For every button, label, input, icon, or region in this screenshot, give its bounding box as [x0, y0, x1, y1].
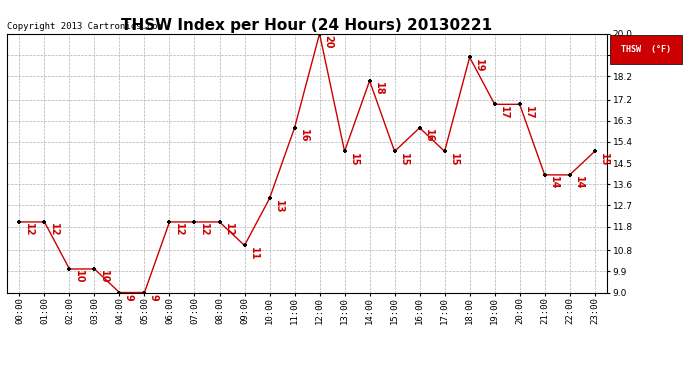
Text: 15: 15 — [348, 153, 359, 166]
Point — [64, 266, 75, 272]
Point — [39, 219, 50, 225]
Point — [539, 172, 550, 178]
Text: 9: 9 — [124, 294, 134, 301]
Point — [514, 101, 525, 107]
Point — [289, 125, 300, 131]
Text: Copyright 2013 Cartronics.com: Copyright 2013 Cartronics.com — [7, 22, 163, 31]
Text: 9: 9 — [148, 294, 159, 301]
Point — [114, 290, 125, 296]
Point — [164, 219, 175, 225]
Text: 12: 12 — [174, 224, 184, 237]
Text: 17: 17 — [499, 106, 509, 119]
Point — [264, 195, 275, 201]
Text: 20: 20 — [324, 35, 334, 49]
Text: 12: 12 — [199, 224, 208, 237]
Point — [489, 101, 500, 107]
Text: 15: 15 — [599, 153, 609, 166]
Text: 16: 16 — [424, 129, 434, 143]
Point — [14, 219, 25, 225]
Text: 11: 11 — [248, 247, 259, 260]
Point — [589, 148, 600, 154]
Text: 13: 13 — [274, 200, 284, 213]
FancyBboxPatch shape — [610, 35, 682, 63]
Text: 12: 12 — [23, 224, 34, 237]
Point — [464, 54, 475, 60]
Text: 15: 15 — [399, 153, 408, 166]
Text: 19: 19 — [474, 58, 484, 72]
Point — [564, 172, 575, 178]
Point — [364, 78, 375, 84]
Point — [189, 219, 200, 225]
Point — [339, 148, 350, 154]
Text: 16: 16 — [299, 129, 308, 143]
Point — [414, 125, 425, 131]
Text: 14: 14 — [574, 176, 584, 190]
Text: 18: 18 — [374, 82, 384, 96]
Point — [439, 148, 450, 154]
Text: 14: 14 — [549, 176, 559, 190]
Point — [314, 31, 325, 37]
Text: 12: 12 — [224, 224, 234, 237]
Text: 12: 12 — [48, 224, 59, 237]
Text: 17: 17 — [524, 106, 534, 119]
Point — [139, 290, 150, 296]
Title: THSW Index per Hour (24 Hours) 20130221: THSW Index per Hour (24 Hours) 20130221 — [121, 18, 493, 33]
Point — [239, 243, 250, 249]
Text: 10: 10 — [99, 270, 108, 284]
Text: 15: 15 — [448, 153, 459, 166]
Point — [389, 148, 400, 154]
Text: THSW  (°F): THSW (°F) — [621, 45, 671, 54]
Point — [89, 266, 100, 272]
Text: 10: 10 — [74, 270, 83, 284]
Point — [214, 219, 225, 225]
